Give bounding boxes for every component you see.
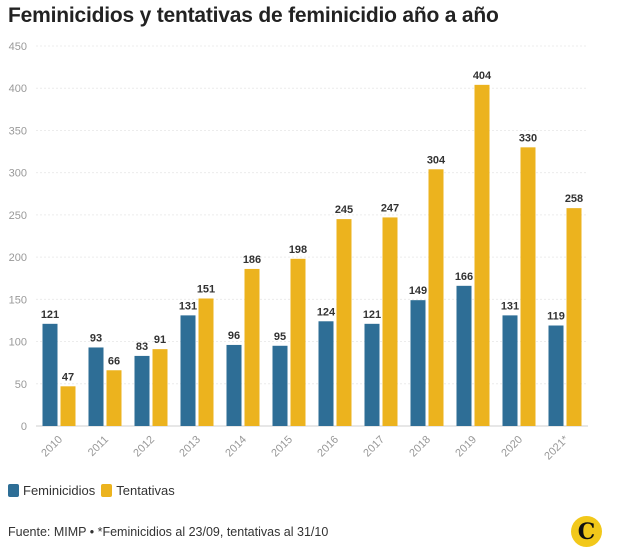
x-tick-label: 2010: [39, 434, 65, 460]
bar-feminicidios-2015: [272, 345, 288, 426]
source-note: Fuente: MIMP • *Feminicidios al 23/09, t…: [8, 525, 329, 539]
data-label: 91: [154, 334, 166, 346]
data-label: 121: [363, 309, 381, 321]
legend-swatch-feminicidios: [8, 484, 19, 497]
bar-feminicidios-2019: [456, 285, 472, 426]
bar-tentativas-2012: [152, 349, 168, 426]
data-label: 93: [90, 332, 102, 344]
bar-feminicidios-2016: [318, 321, 334, 426]
bar-tentativas-2019: [474, 84, 490, 426]
data-label: 166: [455, 271, 473, 283]
bar-tentativas-2013: [198, 298, 214, 426]
data-label: 119: [547, 311, 565, 323]
data-label: 247: [381, 202, 399, 214]
bar-feminicidios-2017: [364, 323, 380, 426]
chart-title: Feminicidios y tentativas de feminicidio…: [8, 4, 499, 27]
bar-feminicidios-2010: [42, 323, 58, 426]
bar-feminicidios-2012: [134, 355, 150, 426]
data-label: 330: [519, 132, 537, 144]
data-label: 95: [274, 331, 286, 343]
bar-tentativas-2010: [60, 386, 76, 426]
logo-letter: C: [577, 518, 596, 545]
data-label: 131: [179, 300, 197, 312]
legend: Feminicidios Tentativas: [8, 483, 181, 498]
y-tick-label: 400: [9, 83, 27, 95]
bar-tentativas-2017: [382, 217, 398, 426]
data-label: 124: [317, 306, 336, 318]
bar-chart: 0 50 100 150 200 250 300 350 400 450 121 47 2010 93 66…: [9, 41, 588, 462]
data-label: 404: [473, 70, 492, 82]
x-tick-label: 2012: [131, 434, 157, 460]
y-tick-label: 0: [21, 421, 27, 433]
data-label: 258: [565, 193, 583, 205]
bar-feminicidios-2013: [180, 315, 196, 426]
x-tick-label: 2020: [499, 434, 525, 460]
x-tick-label: 2014: [223, 434, 249, 460]
data-label: 198: [289, 244, 307, 256]
data-label: 121: [41, 309, 59, 321]
bar-feminicidios-2014: [226, 344, 242, 426]
data-label: 47: [62, 371, 74, 383]
y-tick-label: 250: [9, 210, 27, 222]
x-tick-label: 2021*: [542, 433, 571, 462]
data-label: 304: [427, 154, 446, 166]
x-tick-label: 2018: [407, 434, 433, 460]
bar-tentativas-2014: [244, 268, 260, 426]
bar-feminicidios-2011: [88, 347, 104, 426]
data-label: 96: [228, 330, 240, 342]
legend-swatch-tentativas: [101, 484, 113, 497]
data-label: 131: [501, 300, 519, 312]
legend-item-feminicidios[interactable]: Feminicidios: [8, 483, 95, 498]
legend-label-tentativas: Tentativas: [116, 483, 175, 498]
x-tick-label: 2019: [453, 434, 479, 460]
x-tick-label: 2016: [315, 434, 341, 460]
bar-feminicidios-2020: [502, 315, 518, 426]
brand-logo: C: [571, 516, 602, 547]
bar-feminicidios-2021: [548, 325, 564, 426]
bar-tentativas-2021: [566, 208, 582, 426]
x-tick-label: 2015: [269, 434, 295, 460]
data-label: 66: [108, 355, 120, 367]
bar-tentativas-2020: [520, 147, 536, 427]
legend-item-tentativas[interactable]: Tentativas: [101, 483, 175, 498]
bar-tentativas-2015: [290, 258, 306, 426]
bar-tentativas-2016: [336, 219, 352, 426]
y-tick-label: 200: [9, 252, 27, 264]
y-tick-label: 100: [9, 337, 27, 349]
data-label: 151: [197, 283, 215, 295]
y-tick-label: 300: [9, 168, 27, 180]
data-label: 245: [335, 204, 353, 216]
bar-feminicidios-2018: [410, 300, 426, 426]
y-tick-label: 450: [9, 41, 27, 53]
legend-label-feminicidios: Feminicidios: [23, 483, 96, 498]
data-label: 149: [409, 285, 427, 297]
data-label: 83: [136, 341, 148, 353]
y-tick-label: 50: [15, 379, 27, 391]
y-tick-label: 350: [9, 125, 27, 137]
bar-tentativas-2018: [428, 169, 444, 427]
x-tick-label: 2011: [86, 434, 111, 459]
y-tick-label: 150: [9, 294, 27, 306]
x-tick-label: 2013: [177, 434, 203, 460]
data-label: 186: [243, 254, 261, 266]
bar-tentativas-2011: [106, 370, 122, 426]
x-tick-label: 2017: [361, 434, 387, 460]
